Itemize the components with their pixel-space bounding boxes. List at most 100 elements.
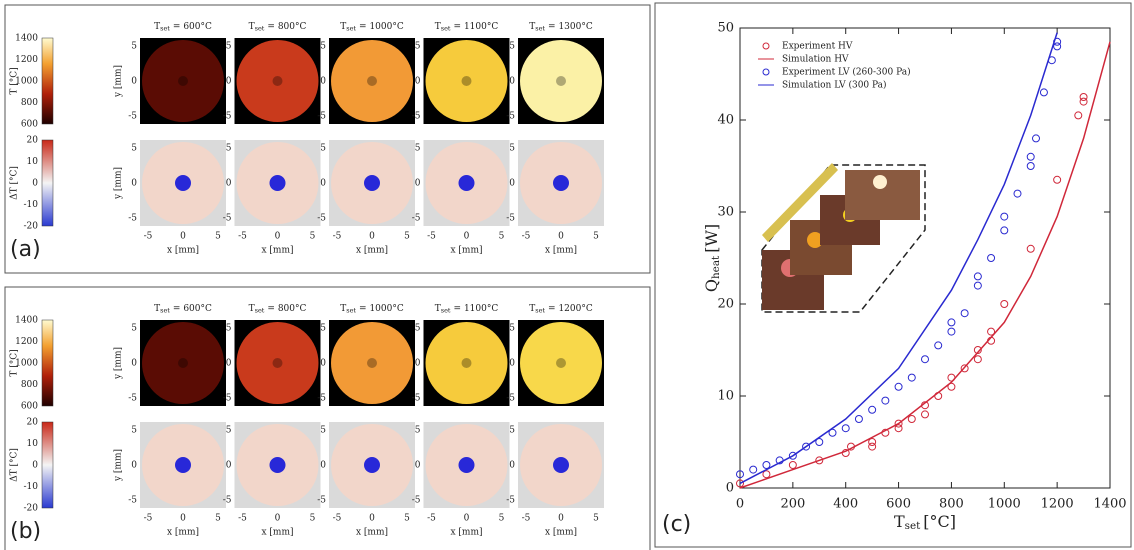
colorbar-tick-label: 1000 xyxy=(15,77,38,87)
y-tick-label: 0 xyxy=(415,77,421,87)
simulation-line xyxy=(739,32,1058,485)
colorbar-tick-label: 0 xyxy=(32,461,38,471)
x-tick-label: -5 xyxy=(238,514,247,524)
y-tick-label: -5 xyxy=(317,214,326,224)
y-tick-label: 0 xyxy=(320,179,326,189)
x-axis-label: x [mm] xyxy=(356,528,388,538)
y-tick-label: 5 xyxy=(226,144,232,154)
y-tick-label: 0 xyxy=(131,77,137,87)
experiment-point xyxy=(1079,93,1088,101)
x-tick-label: -5 xyxy=(144,232,153,242)
y-tick-label: -5 xyxy=(223,394,232,404)
x-tick-label: 5 xyxy=(593,232,599,242)
y-tick-label: 0 xyxy=(320,461,326,471)
column-title: Tset = 1200°C xyxy=(529,304,593,315)
x-axis-label-symbol: T xyxy=(894,512,905,531)
x-axis-label: x [mm] xyxy=(450,528,482,538)
y-tick-label: 0 xyxy=(226,461,232,471)
column-title-subscript: set xyxy=(255,307,265,315)
x-tick-label: 5 xyxy=(404,232,410,242)
column-title-symbol: T xyxy=(154,22,160,32)
x-tick-label: 0 xyxy=(558,232,564,242)
legend-label: Simulation LV (300 Pa) xyxy=(782,80,887,91)
y-tick-label: -5 xyxy=(506,214,515,224)
experiment-point xyxy=(973,346,982,354)
experiment-point xyxy=(802,442,811,451)
y-tick-label: 5 xyxy=(226,426,232,436)
colorbar-tick-label: 600 xyxy=(21,120,38,130)
y-tick-label: -5 xyxy=(506,394,515,404)
y-axis-label: y [mm] xyxy=(114,167,124,200)
experiment-point xyxy=(868,442,877,451)
x-tick-label: 0 xyxy=(464,232,470,242)
y-tick-label: 5 xyxy=(320,426,326,436)
y-tick-label: 0 xyxy=(415,179,421,189)
y-tick-label: 5 xyxy=(226,42,232,52)
hot-disk xyxy=(520,40,602,122)
colorbar-label: T [°C] xyxy=(10,67,20,94)
column-title-rest: = 1300°C xyxy=(548,22,593,32)
x-axis-label: Tset [°C] xyxy=(894,512,956,533)
experiment-point xyxy=(907,415,916,423)
panel-label: (b) xyxy=(10,519,41,544)
y-tick-label: 5 xyxy=(415,324,421,334)
y-tick-label: 0 xyxy=(226,179,232,189)
column-title-rest: = 1100°C xyxy=(454,22,499,32)
hot-center xyxy=(556,358,566,368)
column-title-subscript: set xyxy=(346,25,356,33)
x-tick-label: 600 xyxy=(886,497,911,512)
experiment-point xyxy=(881,396,890,405)
colorbar-label: ΔT [°C] xyxy=(10,166,20,200)
colorbar-tick-label: 800 xyxy=(21,380,38,390)
y-tick-label: 5 xyxy=(131,42,137,52)
hot-center xyxy=(272,358,283,368)
column-title: Tset = 800°C xyxy=(249,304,307,315)
x-axis-label: x [mm] xyxy=(167,528,199,538)
x-tick-label: 0 xyxy=(464,514,470,524)
x-tick-label: 0 xyxy=(736,497,744,512)
colorbar-tick-label: 1000 xyxy=(15,359,38,369)
x-axis-label: x [mm] xyxy=(545,246,577,256)
delta-center xyxy=(458,175,475,191)
x-tick-label: -5 xyxy=(427,514,436,524)
delta-center xyxy=(458,457,475,473)
column-title: Tset = 1300°C xyxy=(529,22,593,33)
column-title-symbol: T xyxy=(435,304,441,314)
x-tick-label: 5 xyxy=(499,514,505,524)
experiment-point xyxy=(1074,111,1083,120)
colorbar-tick-label: 20 xyxy=(27,136,39,146)
delta-center xyxy=(553,175,569,191)
column-title: Tset = 600°C xyxy=(154,22,212,33)
experiment-point xyxy=(788,451,797,460)
y-tick-label: -5 xyxy=(412,496,421,506)
experiment-point xyxy=(1000,212,1009,221)
experiment-point xyxy=(815,456,824,465)
experiment-point xyxy=(987,327,996,336)
panel-label: (a) xyxy=(10,237,41,262)
experiment-point xyxy=(1026,244,1035,253)
experiment-point xyxy=(947,327,956,336)
experiment-point xyxy=(762,470,771,479)
delta-center xyxy=(553,457,569,473)
y-tick-label: 5 xyxy=(320,42,326,52)
delta-center xyxy=(175,457,191,473)
hot-disk xyxy=(425,322,508,404)
column-title-rest: = 800°C xyxy=(267,304,306,314)
y-tick-label: 5 xyxy=(415,144,421,154)
experiment-point xyxy=(1026,152,1035,161)
colorbar-tick-label: -20 xyxy=(24,504,39,514)
y-tick-label: 0 xyxy=(415,359,421,369)
y-tick-label: -5 xyxy=(412,214,421,224)
x-tick-label: 800 xyxy=(939,497,964,512)
hot-center xyxy=(178,358,188,368)
x-tick-label: -5 xyxy=(144,514,153,524)
x-tick-label: 0 xyxy=(369,514,375,524)
y-tick-label: 0 xyxy=(726,481,734,496)
y-tick-label: -5 xyxy=(317,112,326,122)
hot-center xyxy=(556,76,566,86)
hot-disk xyxy=(142,40,224,122)
experiment-point xyxy=(1053,175,1062,184)
y-tick-label: -5 xyxy=(317,394,326,404)
y-tick-label: 0 xyxy=(320,77,326,87)
colorbar-tick-label: -10 xyxy=(24,200,39,210)
